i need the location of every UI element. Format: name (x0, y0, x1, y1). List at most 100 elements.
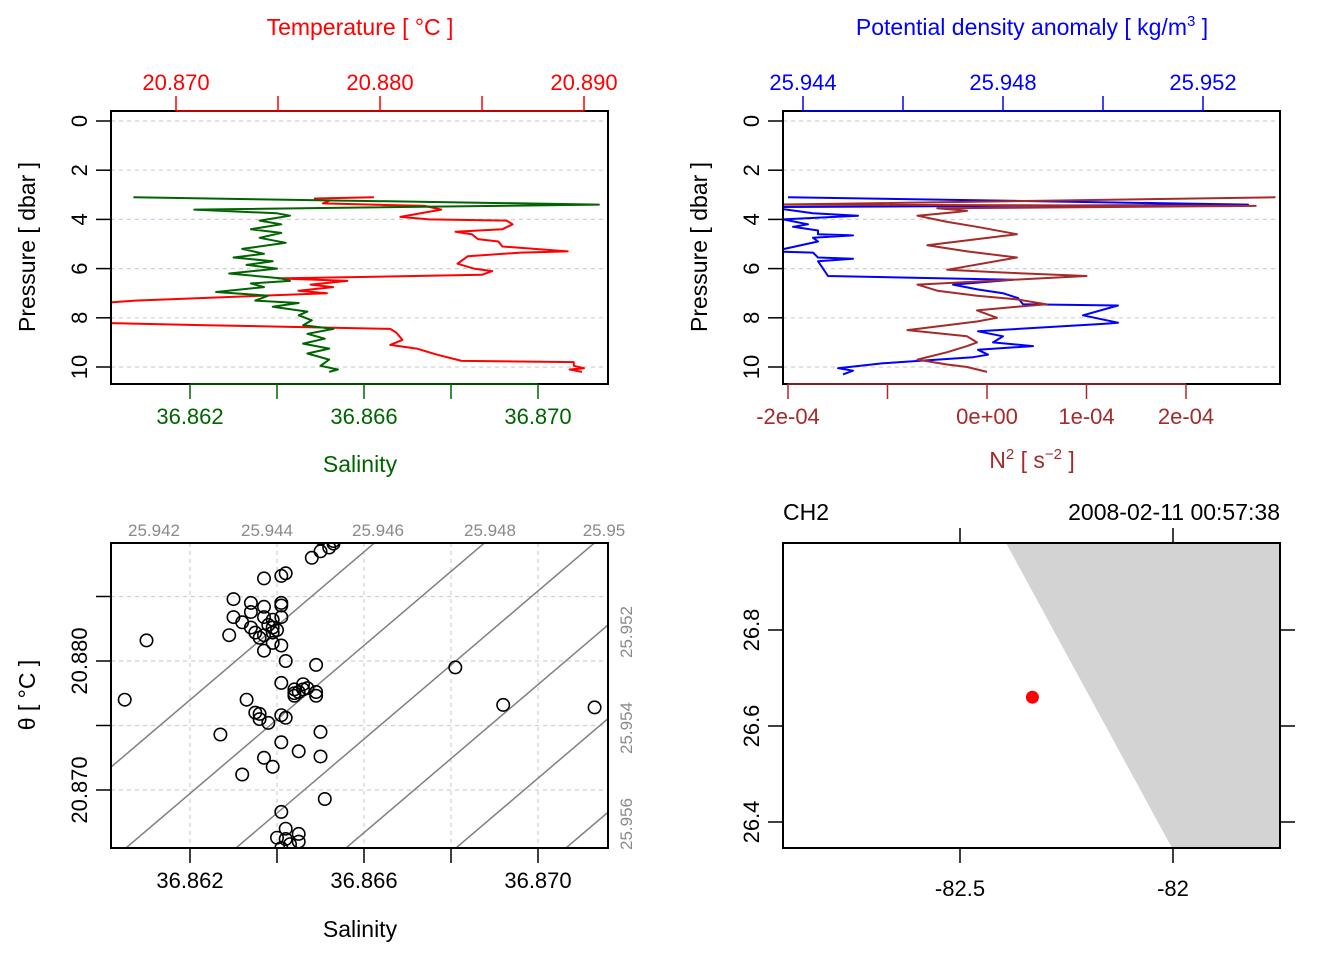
ts-point (291, 826, 306, 841)
pressure2-tick-label: 4 (739, 213, 764, 225)
ts-point (496, 697, 511, 712)
p2-top-title-end: ] (1195, 14, 1208, 40)
p2-top-axis-title: Potential density anomaly [ kg/m3 ] (856, 13, 1208, 40)
temperature-tick-label: 20.870 (142, 70, 209, 95)
station-datetime: 2008-02-11 00:57:38 (1068, 499, 1280, 525)
ts-point (274, 735, 289, 750)
p1-bottom-axis-title: Salinity (323, 451, 398, 477)
ts-point (278, 821, 293, 836)
temp-salinity-profile-panel: 20.870 20.880 20.890 36.862 36.866 36.870 0 2 4 6… (14, 14, 618, 477)
temperature-tick-label: 20.890 (550, 70, 617, 95)
ts-point (256, 750, 271, 765)
ts-point (265, 759, 280, 774)
salinity-tick-label: 36.862 (156, 404, 223, 429)
ts-point (243, 595, 258, 610)
salinity-tick-label: 36.870 (504, 404, 571, 429)
ts-point (291, 834, 306, 848)
isopycnal-line (125, 543, 486, 848)
ts-point (256, 599, 271, 614)
p2-bottom-title-n: N (989, 447, 1006, 473)
p3-y-axis-title: θ [ °C ] (14, 660, 40, 731)
ts-point (296, 677, 311, 692)
ts-point (252, 706, 267, 721)
isopycnal-right-label: 25.956 (617, 798, 636, 850)
ts-point (278, 710, 293, 725)
lat-tick-label: 26.8 (739, 609, 764, 652)
pressure2-tick-label: 2 (739, 164, 764, 176)
ts-point (309, 688, 324, 703)
p1-axes: 20.870 20.880 20.890 36.862 36.866 36.870 0 2 4 6… (67, 70, 618, 429)
ts-point (587, 700, 602, 715)
station-name: CH2 (783, 499, 829, 525)
ts-point (274, 638, 289, 653)
ts-point (313, 749, 328, 764)
p3-isopycnals (111, 543, 608, 848)
p2-bottom-title-sup2: −2 (1045, 446, 1062, 463)
density-n2-profile-panel: 25.944 25.948 25.952 -2e-04 0e+00 1e-04 2e-04 0… (686, 13, 1281, 473)
ts-point (265, 635, 280, 650)
pressure-tick-label: 2 (67, 164, 92, 176)
pressure2-tick-label: 10 (739, 355, 764, 379)
ts-point (256, 571, 271, 586)
ts-point (274, 804, 289, 819)
ts-point (213, 727, 228, 742)
ts-point (309, 657, 324, 672)
ts-point (291, 744, 306, 759)
ts-point (283, 837, 297, 848)
n2-line (783, 196, 1276, 373)
ts-point (278, 653, 293, 668)
ts-point (313, 724, 328, 739)
p2-top-title-sup: 3 (1187, 13, 1195, 30)
lat-tick-label: 26.4 (739, 801, 764, 844)
station-marker[interactable] (1025, 690, 1039, 704)
isopycnal-right-label: 25.952 (617, 606, 636, 658)
salinity-tick-label: 36.866 (330, 404, 397, 429)
isopycnal-top-label: 25.948 (464, 521, 516, 540)
lon-tick-label: -82.5 (935, 876, 985, 901)
p3-gridlines (111, 543, 608, 848)
isopycnal-top-label: 25.946 (352, 521, 404, 540)
pressure-tick-label: 6 (67, 262, 92, 274)
p2-series (783, 196, 1276, 376)
ts-salinity-tick-label: 36.866 (330, 868, 397, 893)
p4-plot-frame (782, 542, 1281, 849)
n2-tick-label: 0e+00 (956, 404, 1018, 429)
isopycnal-line (111, 543, 376, 769)
ts-point (117, 692, 132, 707)
p1-y-axis-title: Pressure [ dbar ] (14, 162, 40, 332)
ts-point (274, 841, 289, 848)
lon-tick-label: -82 (1157, 876, 1189, 901)
pressure2-tick-label: 6 (739, 262, 764, 274)
p2-top-title-main: Potential density anomaly [ kg/m (856, 14, 1187, 40)
p2-gridlines (783, 120, 1280, 368)
pressure-tick-label: 0 (67, 115, 92, 127)
p4-axes: -82.5 -82 26.4 26.6 26.8 (739, 528, 1295, 901)
ts-point (252, 712, 267, 727)
isopycnal-top-label: 25.944 (241, 521, 293, 540)
pressure-tick-label: 4 (67, 213, 92, 225)
pressure2-tick-label: 0 (739, 115, 764, 127)
p2-bottom-title-sup1: 2 (1006, 446, 1014, 463)
pressure-tick-label: 8 (67, 312, 92, 324)
ts-point (448, 660, 463, 675)
ts-point (226, 592, 241, 607)
salinity-line (133, 196, 600, 373)
ts-point (278, 566, 293, 581)
ts-point (239, 692, 254, 707)
ts-point (274, 595, 289, 610)
temperature-line (111, 196, 585, 373)
ts-point (274, 610, 289, 625)
ts-salinity-tick-label: 36.862 (156, 868, 223, 893)
temperature-tick-label: 20.880 (346, 70, 413, 95)
p1-gridlines (111, 120, 608, 368)
p2-bottom-axis-title: N2 [ s−2 ] (989, 446, 1075, 473)
p2-axes: 25.944 25.948 25.952 -2e-04 0e+00 1e-04 2e-04 0… (739, 70, 1237, 429)
density-tick-label: 25.948 (969, 70, 1036, 95)
pressure-tick-label: 10 (67, 355, 92, 379)
ts-point (243, 604, 258, 619)
ts-theta-tick-label: 20.880 (67, 627, 92, 694)
ts-point (326, 543, 341, 548)
pressure2-tick-label: 8 (739, 312, 764, 324)
p2-bottom-title-mid: [ s (1014, 447, 1045, 473)
p1-series (111, 196, 600, 373)
